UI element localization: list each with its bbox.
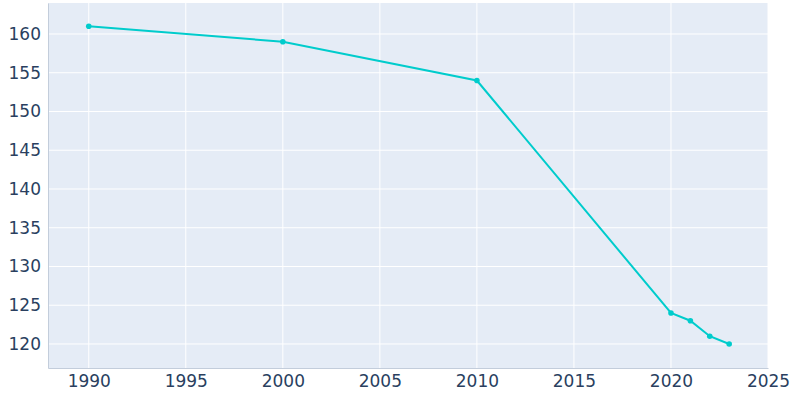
y-axis-tick-label: 155 [9, 63, 41, 83]
grid-line-x [88, 3, 89, 368]
plot: 1990 1995 2000 2005 2010 2015 2020 2025 120 125 13… [9, 3, 791, 391]
y-axis-tick-label: 125 [9, 295, 41, 315]
marker [726, 341, 732, 347]
x-axis-tick-label: 2010 [456, 371, 499, 391]
y-axis-tick: 160 [9, 24, 48, 44]
x-axis-tick-label: 2025 [747, 371, 790, 391]
grid-line-y [48, 266, 768, 267]
y-axis-tick-label: 150 [9, 101, 41, 121]
grid-line-y [48, 188, 768, 189]
plot-background [48, 3, 768, 368]
y-axis-tick: 125 [9, 295, 48, 315]
y-axis-tick-label: 135 [9, 218, 41, 238]
x-axis: 1990 1995 2000 2005 2010 2015 2020 2025 [49, 368, 791, 391]
grid-line-x [573, 3, 574, 368]
y-axis-tick: 130 [9, 256, 48, 276]
x-axis-tick: 1990 [68, 368, 111, 391]
grid-line-x [379, 3, 380, 368]
grid-line-x [282, 3, 283, 368]
grid-line-y [48, 72, 768, 73]
grid-line-x [476, 3, 477, 368]
y-axis-tick: 150 [9, 101, 48, 121]
grid-line-y [48, 343, 768, 344]
y-axis-tick: 135 [9, 218, 48, 238]
y-axis-tick: 155 [9, 63, 48, 83]
y-axis-tick-label: 140 [9, 179, 41, 199]
grid [48, 3, 768, 368]
grid-line-x [185, 3, 186, 368]
y-axis-tick-label: 160 [9, 24, 41, 44]
x-axis-tick-label: 2020 [650, 371, 693, 391]
x-axis-tick-label: 2000 [262, 371, 305, 391]
marker [280, 39, 286, 45]
marker [474, 78, 480, 84]
x-axis-tick: 2025 [747, 368, 790, 391]
y-axis-line [48, 4, 49, 369]
grid-line-y [48, 305, 768, 306]
y-axis-tick-label: 145 [9, 140, 41, 160]
marker [668, 310, 674, 316]
grid-line-y [48, 33, 768, 34]
x-axis-tick: 2005 [359, 368, 402, 391]
y-axis: 120 125 130 135 140 145 150 155 160 [9, 4, 49, 369]
y-axis-tick-label: 130 [9, 256, 41, 276]
x-axis-tick: 2010 [456, 368, 499, 391]
x-axis-tick-label: 2005 [359, 371, 402, 391]
x-axis-tick-label: 2015 [553, 371, 596, 391]
marker [707, 333, 713, 339]
marker [86, 23, 92, 29]
grid-line-y [48, 150, 768, 151]
grid-line-x [768, 3, 769, 368]
x-axis-tick: 2000 [262, 368, 305, 391]
x-axis-line [49, 368, 769, 369]
marker [688, 318, 694, 324]
x-axis-tick: 1995 [165, 368, 208, 391]
grid-line-y [48, 227, 768, 228]
x-axis-tick: 2020 [650, 368, 693, 391]
grid-line-y [48, 111, 768, 112]
chart: 1990 1995 2000 2005 2010 2015 2020 2025 120 125 13… [0, 0, 800, 400]
y-axis-tick: 145 [9, 140, 48, 160]
line [89, 26, 729, 344]
data-layer [86, 23, 732, 346]
y-axis-tick: 120 [9, 334, 48, 354]
x-axis-tick: 2015 [553, 368, 596, 391]
x-axis-tick-label: 1995 [165, 371, 208, 391]
x-axis-tick-label: 1990 [68, 371, 111, 391]
y-axis-tick: 140 [9, 179, 48, 199]
y-axis-tick-label: 120 [9, 334, 41, 354]
